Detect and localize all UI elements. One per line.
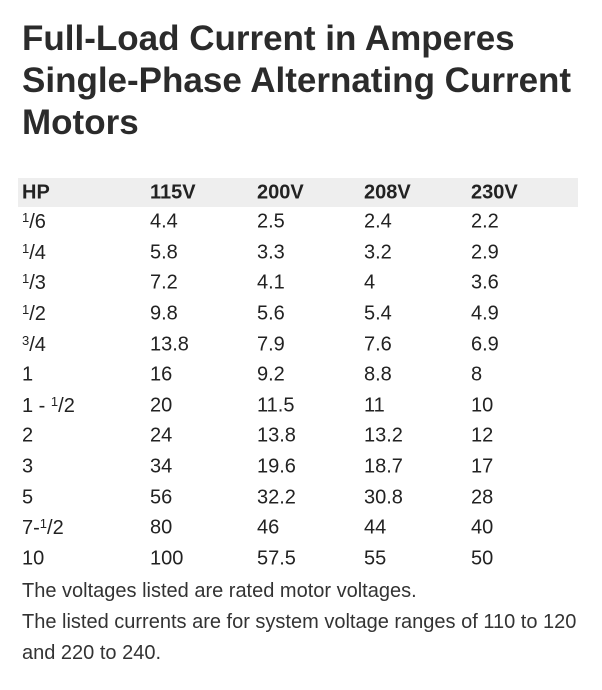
table-cell: 6.9 [471,333,499,356]
table-cell: 34 [150,455,173,478]
table-cell: 5.8 [150,241,178,264]
header-cell: 230V [471,181,518,203]
table-cell: 10 [471,394,494,417]
table-cell: 13.8 [150,333,189,356]
table-cell: 11 [364,394,385,417]
table-cell: 40 [471,516,494,539]
table-row: 1/4 5.8 3.3 3.2 2.9 [18,238,578,269]
table-row: 1/2 9.8 5.6 5.4 4.9 [18,299,578,330]
table-cell: 12 [471,424,494,447]
text: /6 [29,211,46,234]
table-cell: 4.4 [150,210,178,233]
table-cell: 9.8 [150,302,178,325]
text: /2 [29,303,46,326]
table-cell: 20 [150,394,173,417]
table-cell: 56 [150,486,173,509]
table-row: 3/4 13.8 7.9 7.6 6.9 [18,329,578,360]
table-cell: 1/2 [22,302,46,326]
table-cell: 55 [364,547,387,570]
table-row: 1 - 1/2 20 11.5 11 10 [18,391,578,422]
table-cell: 3.3 [257,241,285,264]
superscript: 1 [22,302,30,318]
table-cell: 57.5 [257,547,296,570]
table-cell: 7-1/2 [22,516,64,540]
table-cell: 2.5 [257,210,285,233]
table-cell: 2 [22,424,34,447]
table-cell: 1/4 [22,241,46,265]
table: HP 115V 200V 208V 230V 1/6 4.4 2.5 2.4 2.2 1/4 5.8 3… [18,178,578,574]
table-row: 1 16 9.2 8.8 8 [18,360,578,391]
table-cell: 4 [364,271,376,294]
table-cell: 11.5 [257,394,295,417]
header-cell: 200V [257,181,304,203]
table-cell: 3.2 [364,241,392,264]
table-cell: 16 [150,363,173,386]
table-row: 10 100 57.5 55 50 [18,544,578,575]
superscript: 1 [50,393,59,409]
superscript: 3 [22,332,30,348]
table-row: 2 24 13.8 13.2 12 [18,421,578,452]
table-cell: 4.1 [257,271,285,294]
header-row: HP 115V 200V 208V 230V [18,178,578,207]
title: Full-Load Current in Amperes Single-Phas… [22,19,572,142]
text: /4 [29,333,46,356]
table-row: 1/3 7.2 4.1 4 3.6 [18,268,578,299]
table-cell: 46 [257,516,280,539]
table-cell: 2.4 [364,210,392,233]
table-cell: 2.9 [471,241,499,264]
table-cell: 7.2 [150,271,178,294]
superscript: 1 [22,240,30,256]
table-cell: 24 [150,424,173,447]
table-cell: 8 [471,363,483,386]
table-cell: 2.2 [471,210,499,233]
table-cell: 13.2 [364,424,403,447]
table-cell: 17 [471,455,494,478]
text: 1 - [22,394,51,417]
header-cell: 208V [364,181,411,203]
text: /4 [29,241,46,264]
table-cell: 3.6 [471,271,499,294]
superscript: 1 [22,271,30,287]
superscript: 1 [22,210,30,226]
header-cell: 115V [150,181,196,203]
table-cell: 18.7 [364,455,403,478]
table-cell: 5.6 [257,302,285,325]
table-cell: 1/6 [22,210,46,234]
table-cell: 5.4 [364,302,392,325]
table-cell: 3/4 [22,333,46,357]
table-cell: 8.8 [364,363,392,386]
table-cell: 9.2 [257,363,285,386]
table-row: 7-1/2 80 46 44 40 [18,513,578,544]
table-cell: 13.8 [257,424,296,447]
table-cell: 10 [22,547,45,570]
table-cell: 3 [22,455,34,478]
table-cell: 1 [22,363,34,386]
superscript: 1 [39,516,48,532]
table-cell: 80 [150,516,173,539]
table-cell: 1/3 [22,271,46,295]
header-cell: HP [22,181,50,203]
text: /2 [47,517,64,540]
text: /3 [29,272,46,295]
table-row: 5 56 32.2 30.8 28 [18,482,578,513]
note: The listed currents are for system volta… [22,611,577,664]
table-cell: 1 - 1/2 [22,394,75,418]
table-cell: 19.6 [257,455,296,478]
table-cell: 4.9 [471,302,499,325]
note: The voltages listed are rated motor volt… [22,580,417,602]
table-cell: 7.6 [364,333,392,356]
table-cell: 28 [471,486,494,509]
table-cell: 7.9 [257,333,285,356]
table-row: 1/6 4.4 2.5 2.4 2.2 [18,207,578,238]
table-cell: 32.2 [257,486,296,509]
text: 7- [22,517,40,540]
table-cell: 30.8 [364,486,403,509]
table-cell: 5 [22,486,34,509]
text: /2 [58,394,75,417]
table-row: 3 34 19.6 18.7 17 [18,452,578,483]
table-cell: 44 [364,516,387,539]
table-cell: 100 [150,547,184,570]
table-cell: 50 [471,547,494,570]
